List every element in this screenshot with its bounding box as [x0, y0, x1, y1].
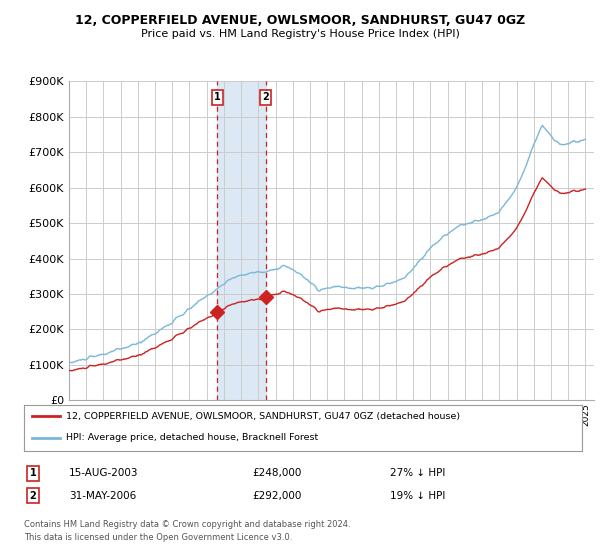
Text: 1: 1: [214, 92, 221, 102]
Text: Price paid vs. HM Land Registry's House Price Index (HPI): Price paid vs. HM Land Registry's House …: [140, 29, 460, 39]
Text: 12, COPPERFIELD AVENUE, OWLSMOOR, SANDHURST, GU47 0GZ (detached house): 12, COPPERFIELD AVENUE, OWLSMOOR, SANDHU…: [66, 412, 460, 421]
Text: 31-MAY-2006: 31-MAY-2006: [69, 491, 136, 501]
Text: £248,000: £248,000: [252, 468, 301, 478]
Text: £292,000: £292,000: [252, 491, 301, 501]
Text: 2: 2: [262, 92, 269, 102]
Text: 2: 2: [29, 491, 37, 501]
Text: 1: 1: [29, 468, 37, 478]
Text: 19% ↓ HPI: 19% ↓ HPI: [390, 491, 445, 501]
Text: 27% ↓ HPI: 27% ↓ HPI: [390, 468, 445, 478]
Text: This data is licensed under the Open Government Licence v3.0.: This data is licensed under the Open Gov…: [24, 533, 292, 542]
Text: 15-AUG-2003: 15-AUG-2003: [69, 468, 139, 478]
Bar: [217, 81, 266, 400]
Text: 12, COPPERFIELD AVENUE, OWLSMOOR, SANDHURST, GU47 0GZ: 12, COPPERFIELD AVENUE, OWLSMOOR, SANDHU…: [75, 14, 525, 27]
Text: Contains HM Land Registry data © Crown copyright and database right 2024.: Contains HM Land Registry data © Crown c…: [24, 520, 350, 529]
Text: HPI: Average price, detached house, Bracknell Forest: HPI: Average price, detached house, Brac…: [66, 433, 318, 442]
